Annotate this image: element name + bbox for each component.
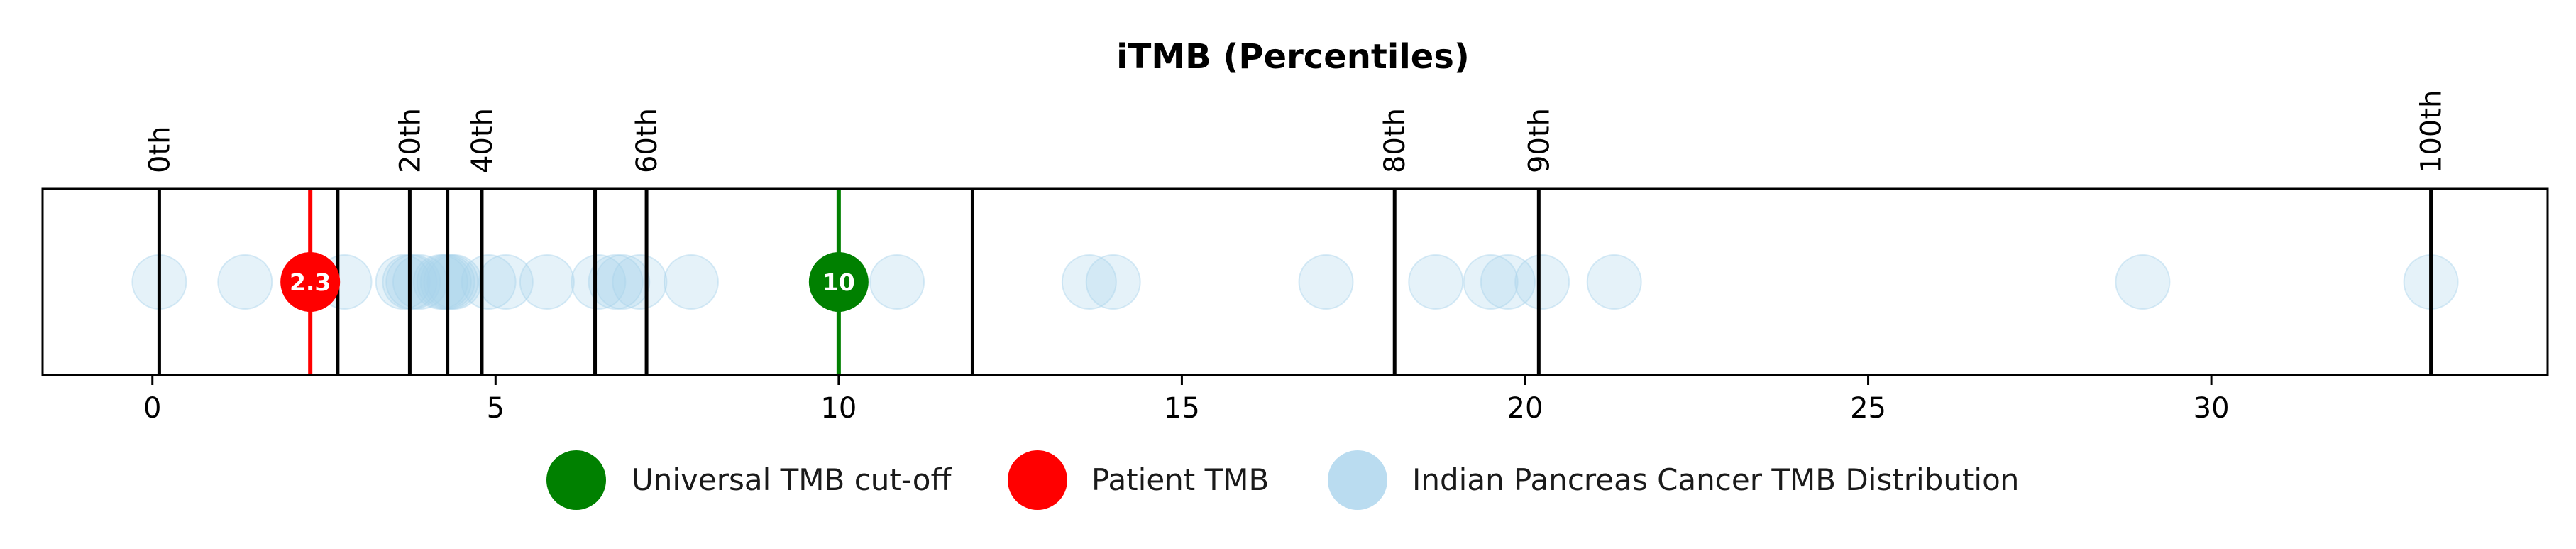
percentile-label: 40th <box>466 108 499 173</box>
distribution-point <box>423 254 479 310</box>
legend-marker <box>1328 450 1387 510</box>
distribution-point <box>1061 254 1117 310</box>
x-tick-label: 0 <box>143 392 161 425</box>
distribution-point <box>412 254 468 310</box>
distribution-point <box>217 254 273 310</box>
distribution-point <box>663 254 719 310</box>
distribution-point <box>478 254 534 310</box>
distribution-point <box>1463 254 1519 310</box>
legend-label: Patient TMB <box>1091 462 1269 497</box>
distribution-point <box>1408 254 1464 310</box>
percentile-label: 100th <box>2416 90 2448 173</box>
distribution-point <box>1480 254 1536 310</box>
distribution-point <box>375 254 431 310</box>
legend-label: Universal TMB cut-off <box>632 462 952 497</box>
percentile-label: 90th <box>1523 108 1556 173</box>
legend-marker <box>546 450 606 510</box>
x-tick-label: 15 <box>1164 392 1200 425</box>
distribution-point <box>1586 254 1642 310</box>
percentile-label: 80th <box>1379 108 1411 173</box>
x-tick-label: 5 <box>487 392 505 425</box>
distribution-point <box>1514 254 1570 310</box>
x-tick-label: 30 <box>2194 392 2230 425</box>
distribution-point <box>461 254 517 310</box>
distribution-point <box>416 254 472 310</box>
patient-tmb-marker <box>280 252 341 312</box>
distribution-point <box>588 254 644 310</box>
cutoff-marker <box>808 252 869 312</box>
legend-marker <box>1008 450 1067 510</box>
distribution-point <box>571 254 627 310</box>
distribution-point <box>1085 254 1141 310</box>
distribution-point <box>612 254 668 310</box>
x-tick-label: 10 <box>820 392 857 425</box>
distribution-point <box>385 254 441 310</box>
patient-tmb-value: 2.3 <box>290 268 331 296</box>
plot-frame <box>41 187 2549 376</box>
legend: Universal TMB cut-off Patient TMB Indian P… <box>546 450 2019 510</box>
legend-label: Indian Pancreas Cancer TMB Distribution <box>1412 462 2019 497</box>
distribution-point <box>2115 254 2171 310</box>
percentile-label: 60th <box>631 108 664 173</box>
percentile-label: 20th <box>394 108 426 173</box>
plot-area: 0th 20th 40th 60th 80th 90th 100th 10 2.3 0 5 10 15 2… <box>41 90 2549 425</box>
distribution-point <box>1298 254 1354 310</box>
percentile-label: 0th <box>143 126 176 173</box>
distribution-point <box>869 254 925 310</box>
distribution-point <box>519 254 575 310</box>
cutoff-value: 10 <box>822 268 855 296</box>
chart-title: iTMB (Percentiles) <box>1116 37 1470 77</box>
x-tick-label: 25 <box>1850 392 1886 425</box>
x-tick-label: 20 <box>1507 392 1543 425</box>
